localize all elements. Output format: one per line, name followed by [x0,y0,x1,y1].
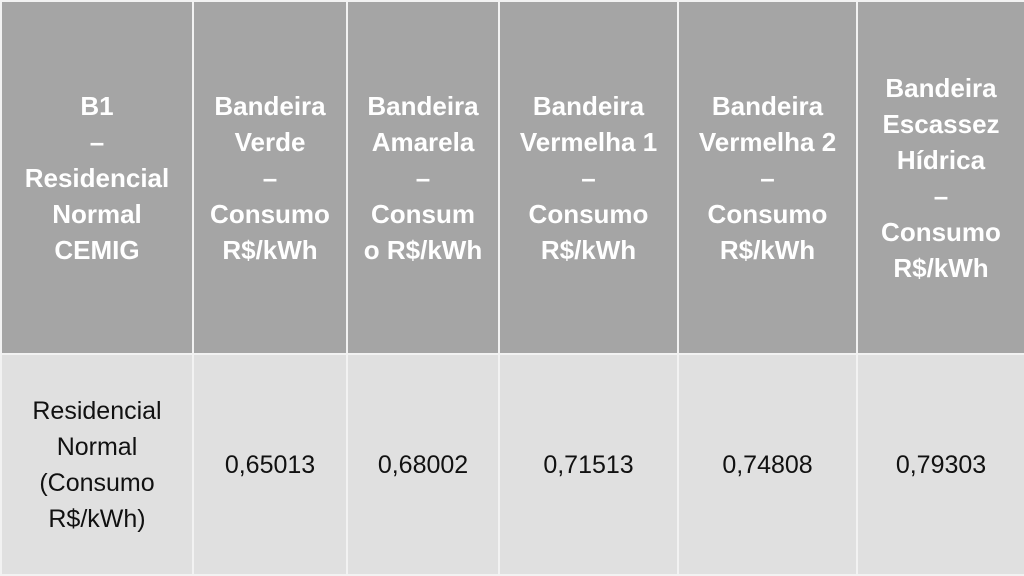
table-row: Residencial Normal (Consumo R$/kWh) 0,65… [0,353,1024,576]
header-cell-escassez-hidrica: Bandeira Escassez Hídrica – Consumo R$/k… [856,0,1024,355]
value-vermelha-2: 0,74808 [677,353,858,576]
header-cell-vermelha-1: Bandeira Vermelha 1 – Consumo R$/kWh [498,0,679,355]
header-cell-category: B1 – Residencial Normal CEMIG [0,0,194,355]
header-cell-verde: Bandeira Verde – Consumo R$/kWh [192,0,348,355]
value-escassez-hidrica: 0,79303 [856,353,1024,576]
header-cell-amarela: Bandeira Amarela – Consum o R$/kWh [346,0,500,355]
value-vermelha-1: 0,71513 [498,353,679,576]
header-cell-vermelha-2: Bandeira Vermelha 2 – Consumo R$/kWh [677,0,858,355]
value-amarela: 0,68002 [346,353,500,576]
header-row: B1 – Residencial Normal CEMIG Bandeira V… [0,0,1024,355]
value-verde: 0,65013 [192,353,348,576]
row-label: Residencial Normal (Consumo R$/kWh) [0,353,194,576]
